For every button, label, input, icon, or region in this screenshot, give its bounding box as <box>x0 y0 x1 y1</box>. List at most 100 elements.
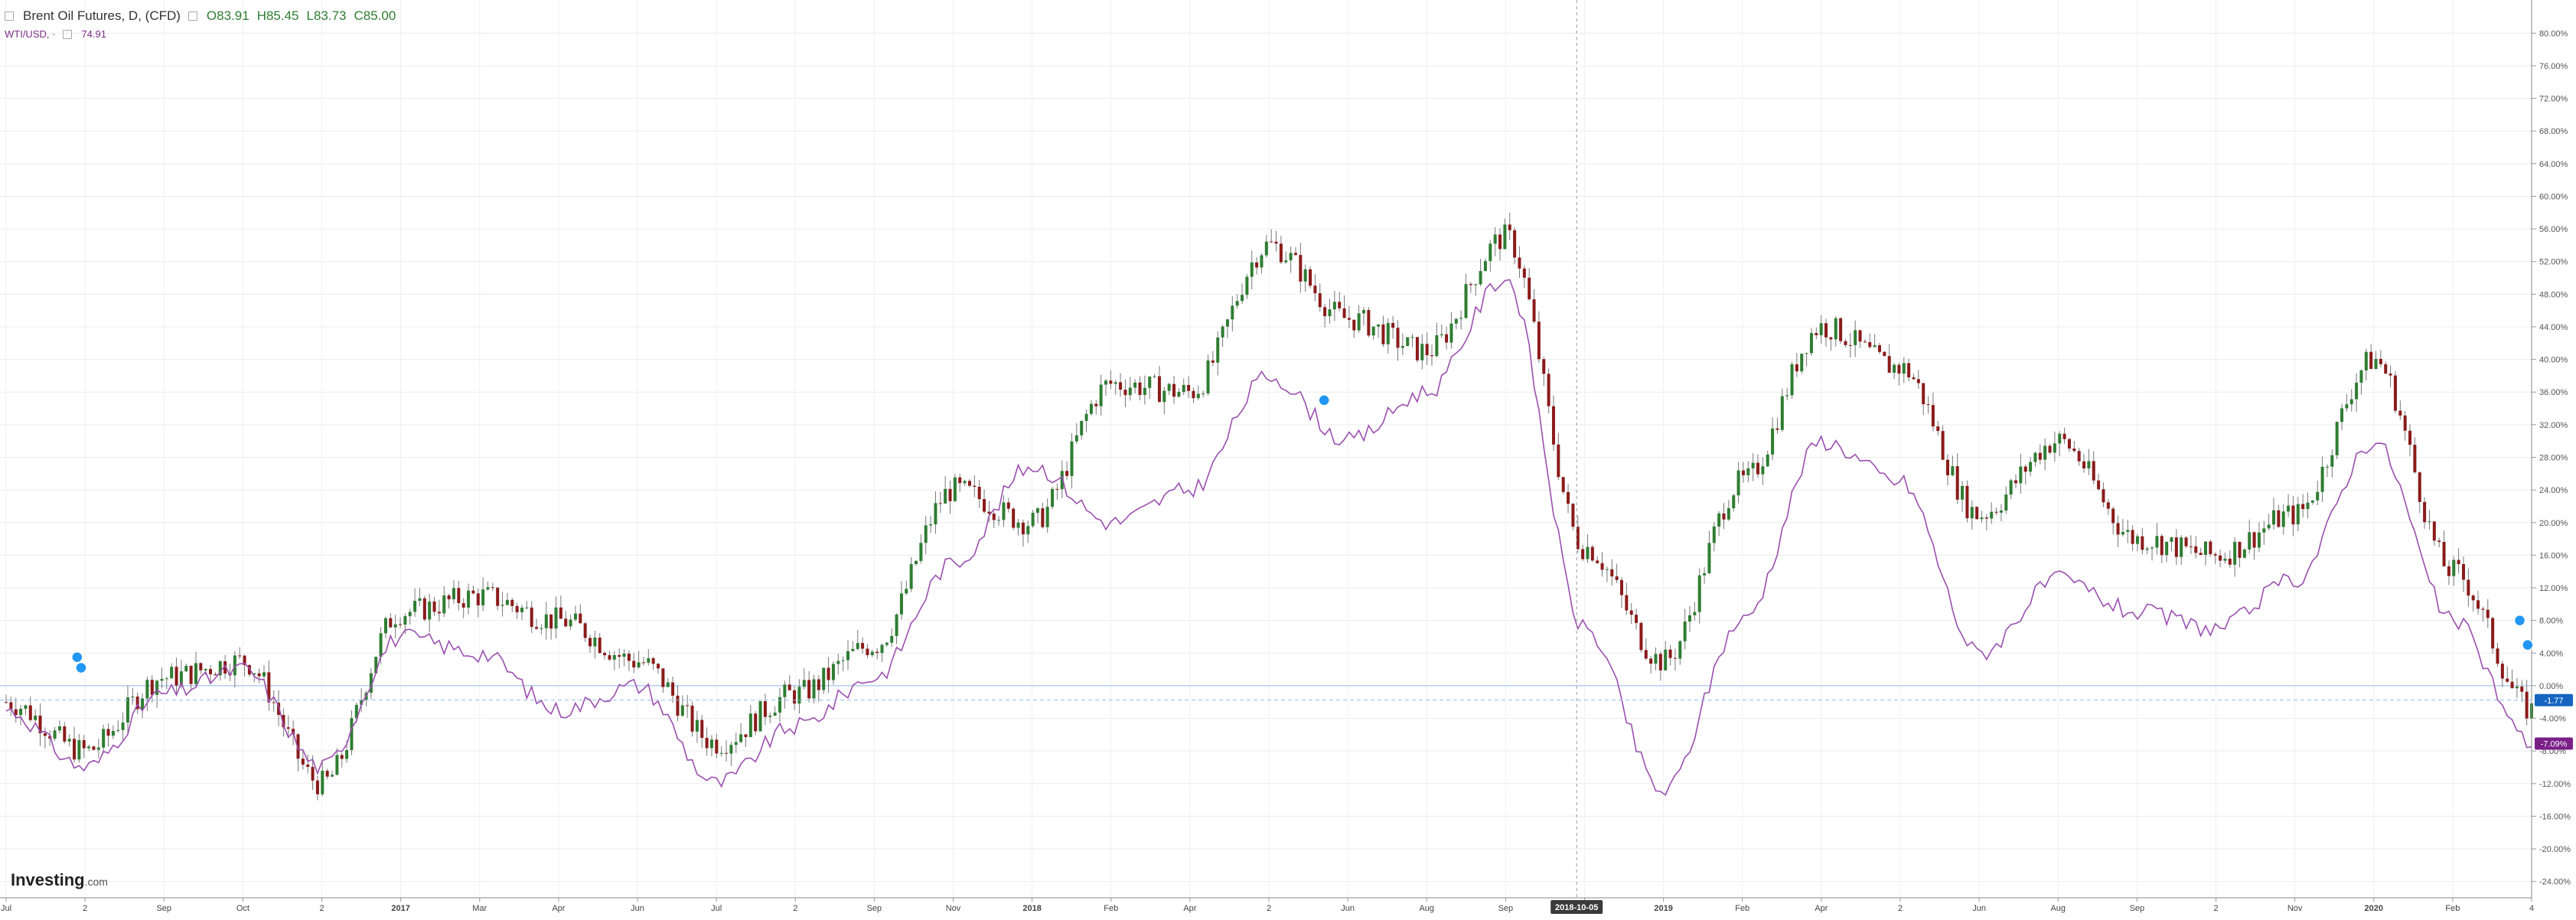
candle-body <box>383 618 387 634</box>
y-tick-label: 40.00% <box>2539 356 2568 365</box>
candle-body <box>1089 403 1093 414</box>
candle-body <box>340 755 344 759</box>
candle-body <box>2126 530 2130 532</box>
candle-body <box>1897 364 1901 374</box>
candle-body <box>1839 318 1843 341</box>
x-tick-label: Jun <box>631 904 644 913</box>
candle-body <box>1323 307 1327 317</box>
event-marker-icon[interactable] <box>71 651 83 664</box>
candle-body <box>286 727 290 729</box>
candle-body <box>1177 392 1181 397</box>
candle-body <box>1639 622 1643 651</box>
candle-body <box>1347 318 1351 320</box>
candle-body <box>306 764 310 767</box>
candle-body <box>92 746 96 750</box>
candle-body <box>2403 415 2407 431</box>
x-tick-label: Feb <box>1104 904 1118 913</box>
candle-body <box>1293 253 1297 256</box>
candle-body <box>1216 337 1220 363</box>
x-tick-label: 2020 <box>2365 904 2383 913</box>
candle-body <box>695 719 699 732</box>
candle-body <box>1766 454 1769 467</box>
visibility-icon[interactable] <box>63 30 73 39</box>
candle-body <box>1945 459 1949 475</box>
candle-body <box>559 607 562 619</box>
candle-body <box>535 627 539 629</box>
legend-compare-row[interactable]: WTI/USD, · 74.91 <box>5 26 396 43</box>
candle-body <box>2525 691 2529 719</box>
collapse-icon[interactable] <box>5 11 14 21</box>
candle-body <box>491 587 494 589</box>
candle-body <box>856 643 859 649</box>
candle-body <box>1868 342 1872 347</box>
candle-body <box>199 663 203 670</box>
brent-last-tag: -1.77 <box>2544 697 2563 706</box>
candle-body <box>452 588 455 599</box>
candle-body <box>2461 564 2465 580</box>
candle-body <box>135 697 139 710</box>
candle-body <box>2238 541 2242 558</box>
candle-body <box>1922 383 1925 405</box>
candle-body <box>1454 318 1458 324</box>
candle-body <box>1489 243 1492 262</box>
x-tick-label: Nov <box>2287 904 2303 913</box>
event-marker-icon[interactable] <box>1318 394 1330 406</box>
candle-body <box>2384 364 2388 374</box>
candle-body <box>2145 548 2149 550</box>
candle-body <box>1703 573 1707 576</box>
y-tick-label: -4.00% <box>2539 715 2566 724</box>
settings-icon[interactable] <box>187 11 197 21</box>
candle-body <box>2500 664 2504 679</box>
candle-body <box>1522 268 1526 278</box>
candle-body <box>422 598 426 620</box>
candle-body <box>1854 330 1857 345</box>
candle-body <box>1430 355 1434 357</box>
x-tick-label: 4 <box>2529 904 2534 913</box>
x-tick-label: Sep <box>867 904 882 913</box>
candle-body <box>1736 470 1740 496</box>
candle-body <box>2194 546 2198 553</box>
candle-body <box>758 701 762 732</box>
candle-body <box>1162 390 1166 403</box>
candle-body <box>899 593 903 615</box>
event-marker-icon[interactable] <box>75 661 87 674</box>
candle-body <box>2004 494 2008 511</box>
candle-body <box>1474 284 1478 285</box>
candle-body <box>1167 383 1171 391</box>
candle-body <box>184 665 188 672</box>
x-tick-label: Sep <box>1498 904 1514 913</box>
candle-body <box>2281 511 2285 527</box>
candle-body <box>63 726 67 742</box>
legend-main-row[interactable]: Brent Oil Futures, D, (CFD) O83.91 H85.4… <box>5 8 396 24</box>
candle-body <box>1332 302 1336 310</box>
candle-body <box>1980 517 1984 520</box>
candle-body <box>1508 224 1511 230</box>
candle-body <box>1965 485 1969 519</box>
candle-body <box>1235 301 1239 306</box>
candle-body <box>461 603 465 608</box>
legend: Brent Oil Futures, D, (CFD) O83.91 H85.4… <box>5 8 396 43</box>
candle-body <box>2029 462 2033 472</box>
candle-body <box>2418 472 2421 502</box>
series-layer <box>5 212 2533 801</box>
legend-main-symbol[interactable]: Brent Oil Futures, D, (CFD) <box>23 8 181 23</box>
candle-body <box>408 612 412 617</box>
candle-body <box>28 705 32 720</box>
candle-body <box>2442 542 2446 566</box>
candle-body <box>851 648 855 651</box>
candle-body <box>768 715 772 717</box>
candle-body <box>1990 511 1994 519</box>
candle-body <box>1551 406 1555 445</box>
legend-compare-symbol[interactable]: WTI/USD, · <box>5 28 56 40</box>
y-tick-label: 44.00% <box>2539 323 2568 332</box>
event-marker-icon[interactable] <box>2522 638 2534 651</box>
event-marker-icon[interactable] <box>2513 614 2526 627</box>
candle-body <box>1936 426 1940 432</box>
candle-body <box>2272 510 2276 525</box>
y-tick-label: 64.00% <box>2539 160 2568 169</box>
candle-body <box>748 713 752 738</box>
y-tick-label: 60.00% <box>2539 192 2568 201</box>
candle-body <box>1931 405 1935 427</box>
